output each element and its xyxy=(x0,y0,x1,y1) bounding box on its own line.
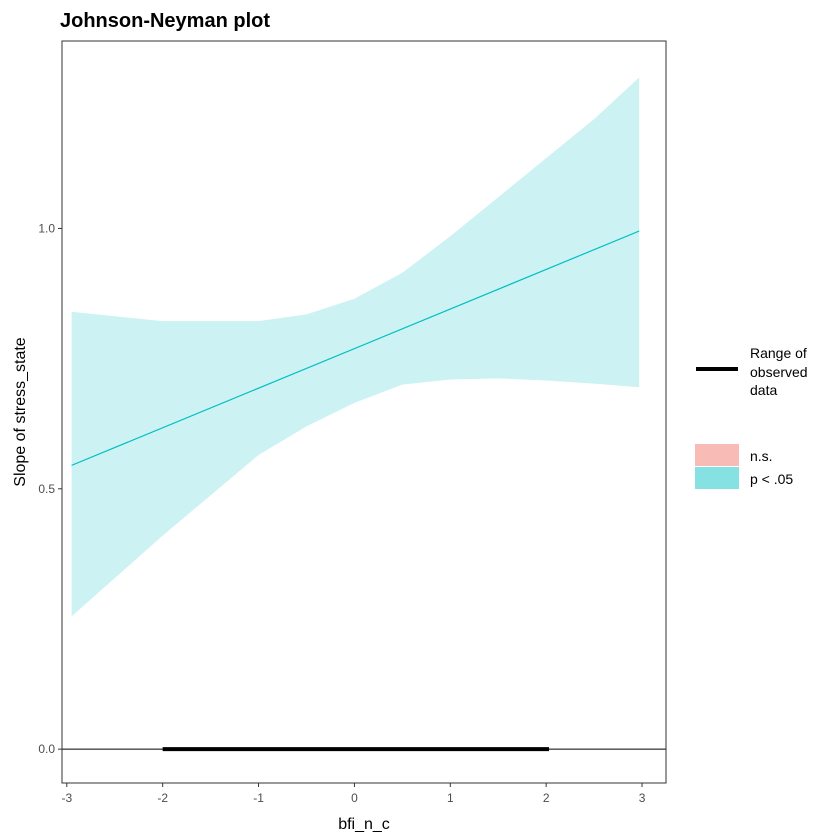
legend-ns-label: n.s. xyxy=(750,448,773,464)
x-tick-label: -2 xyxy=(157,791,168,805)
x-tick-label: 0 xyxy=(351,791,358,805)
x-axis-title: bfi_n_c xyxy=(338,816,390,833)
y-tick-label: 0.5 xyxy=(38,482,55,496)
x-tick-label: 1 xyxy=(447,791,454,805)
slope-line xyxy=(71,230,640,466)
plot-area xyxy=(62,77,666,752)
legend-range-label-line1: Range of xyxy=(750,345,807,361)
legend: Range of observed data n.s. p < .05 xyxy=(695,345,808,489)
y-axis-title: Slope of stress_state xyxy=(12,337,29,487)
x-axis: -3 -2 -1 0 1 2 3 xyxy=(61,783,646,805)
legend-sig-label: p < .05 xyxy=(750,471,793,487)
chart-title: Johnson-Neyman plot xyxy=(60,10,270,32)
x-tick-label: -1 xyxy=(253,791,264,805)
plot-panel-border xyxy=(61,40,667,784)
x-tick-label: -3 xyxy=(61,791,72,805)
legend-ns-swatch xyxy=(695,444,739,466)
legend-sig-swatch xyxy=(695,467,739,489)
y-tick-label: 0.0 xyxy=(38,742,55,756)
legend-range-label-line2: observed xyxy=(750,364,808,380)
legend-range-label-line3: data xyxy=(750,382,777,398)
y-tick-label: 1.0 xyxy=(38,221,55,235)
y-axis: 0.0 0.5 1.0 xyxy=(38,221,62,756)
x-tick-label: 3 xyxy=(639,791,646,805)
confidence-band xyxy=(71,77,640,617)
x-tick-label: 2 xyxy=(543,791,550,805)
